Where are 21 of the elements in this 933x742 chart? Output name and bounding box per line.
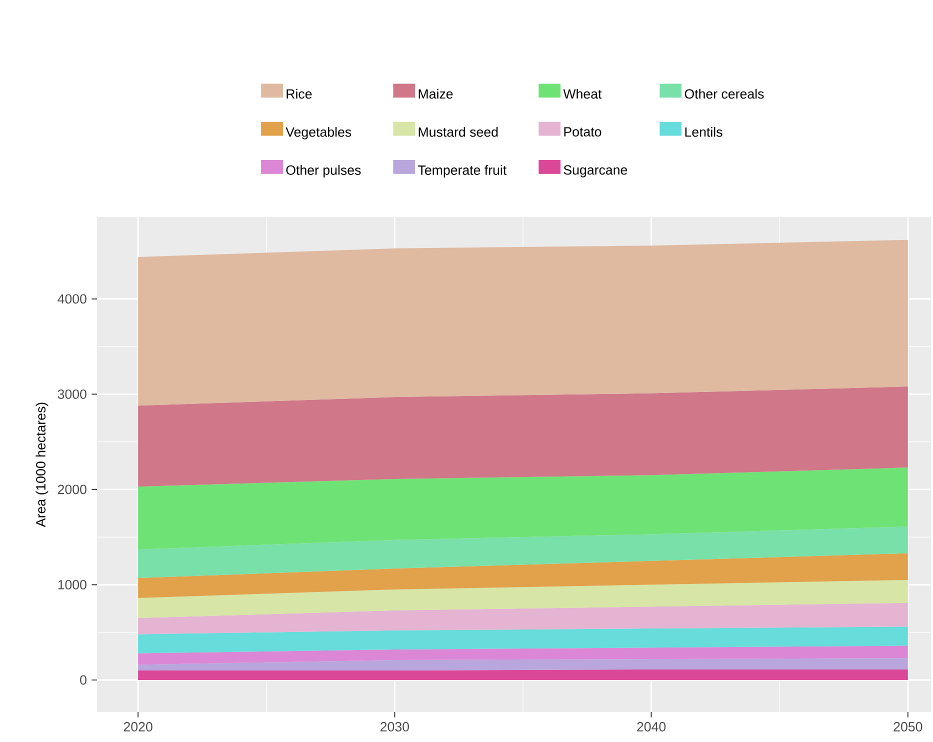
x-tick-label: 2040 [637,722,666,732]
legend-label: Sugarcane [564,165,628,178]
legend-label: Potato [564,127,602,137]
legend-label: Temperate fruit [418,165,507,178]
x-tick-label: 2030 [380,722,409,732]
legend-label: Other cereals [684,88,764,99]
x-tick-label: 2050 [894,722,922,732]
y-tick-label: 3000 [58,389,86,399]
legend-label: Wheat [563,88,602,99]
legend-label: Vegetables [286,126,352,140]
legend-label: Mustard seed [418,126,498,137]
y-axis-title: Area (1000 hectares) [36,402,48,528]
y-tick-label: 0 [80,675,86,685]
y-tick-label: 4000 [58,294,86,304]
legend-label: Rice [286,88,312,99]
legend-label: Maize [418,88,453,99]
x-tick-label: 2020 [124,722,152,732]
y-tick-label: 2000 [58,484,86,494]
legend-label: Other pulses [286,165,361,178]
y-tick-label: 1000 [58,580,86,590]
legend-label: Lentils [685,126,722,137]
